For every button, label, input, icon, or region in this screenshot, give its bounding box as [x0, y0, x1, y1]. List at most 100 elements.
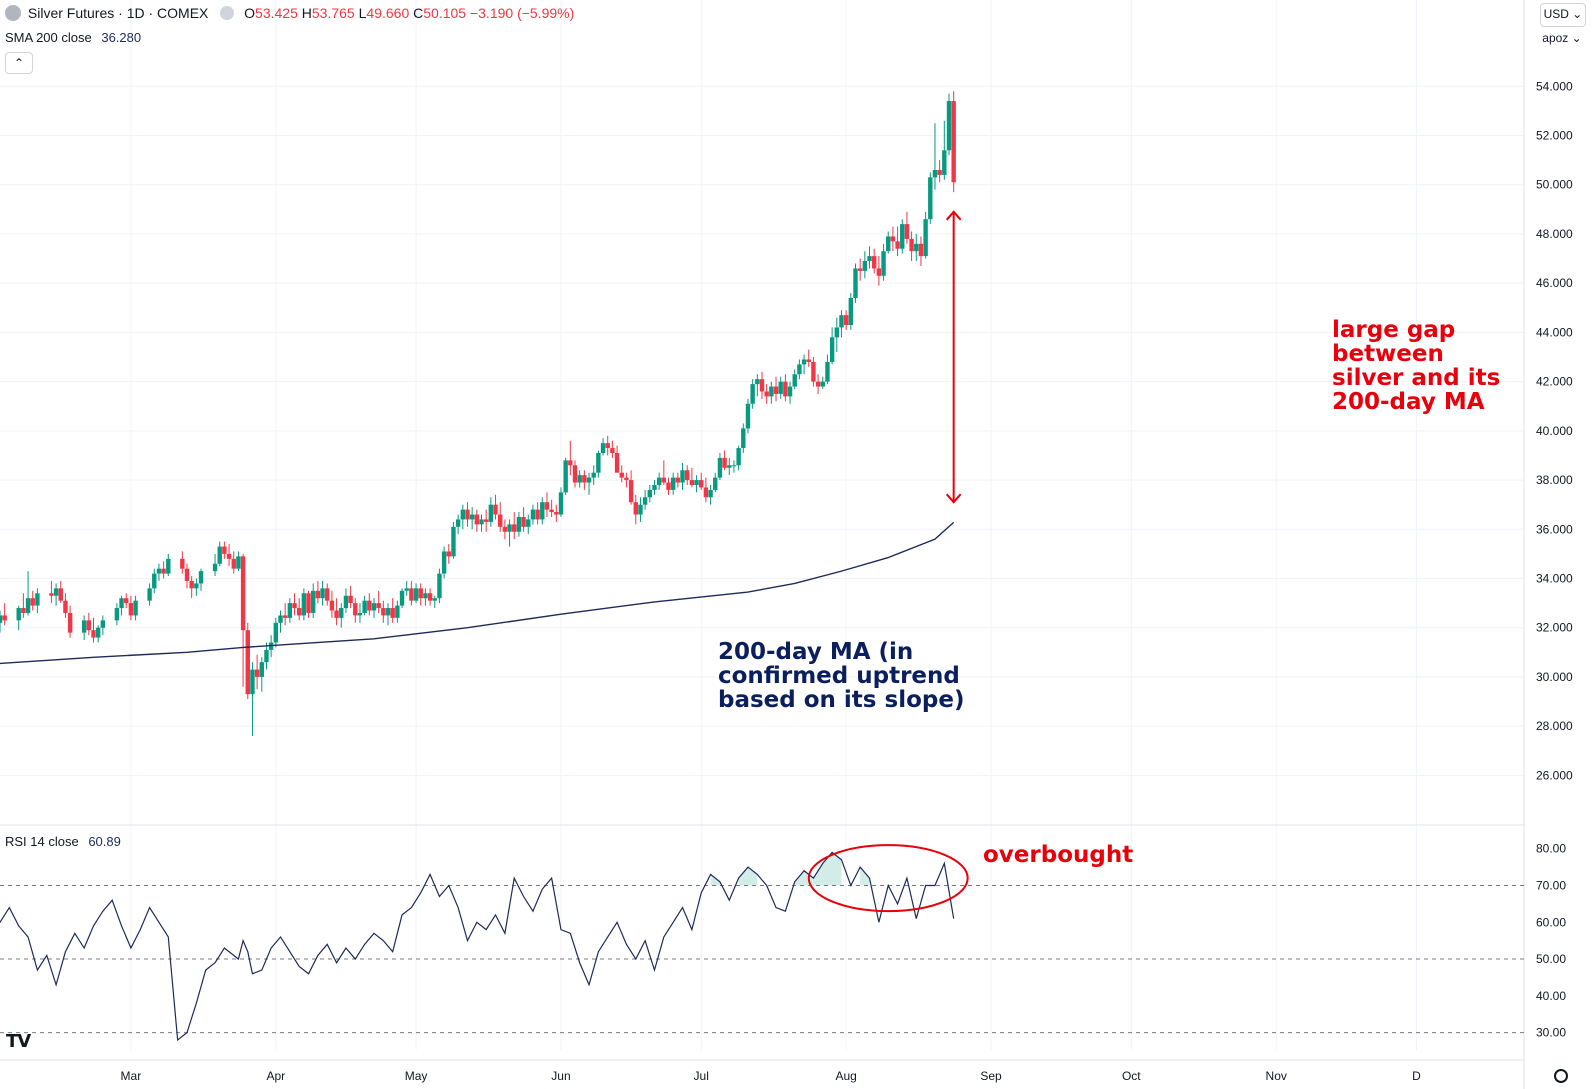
candle-body	[273, 622, 279, 643]
candle-body	[638, 504, 643, 515]
candle-body	[666, 482, 671, 490]
candle-body	[184, 568, 190, 581]
ma-annotation-line: based on its slope)	[718, 687, 965, 713]
time-tick-label: Jul	[694, 1069, 709, 1083]
overbought-annotation: overbought	[983, 842, 1134, 868]
candle-body	[385, 608, 391, 616]
market-status-icon	[220, 6, 235, 20]
gap-arrow-head-top	[945, 210, 962, 221]
candle-body	[871, 256, 877, 269]
candle-body	[254, 669, 260, 677]
price-tick-label: 48.000	[1536, 227, 1573, 241]
candle-body	[535, 509, 540, 520]
candle-body	[586, 477, 592, 483]
candle-body	[591, 472, 596, 478]
candle-body	[741, 428, 746, 449]
candle-body	[413, 588, 419, 601]
candle-body	[189, 580, 194, 589]
candle-body	[395, 605, 400, 618]
symbol-title[interactable]: Silver Futures · 1D · COMEX	[27, 5, 209, 21]
candle-body	[624, 477, 629, 481]
time-tick-label: Aug	[835, 1069, 856, 1083]
ma-annotation-line: 200-day MA (in	[718, 639, 914, 665]
price-tick-label: 44.000	[1536, 325, 1573, 339]
gap-annotation-line: between	[1332, 341, 1444, 367]
candle-body	[399, 590, 405, 606]
currency-button[interactable]: USD ⌄	[1540, 3, 1586, 27]
candle-body	[451, 526, 456, 557]
candle-body	[240, 556, 246, 631]
candle-body	[488, 504, 494, 522]
symbol-icon[interactable]	[5, 5, 21, 21]
candle-body	[694, 480, 699, 485]
candle-body	[427, 593, 433, 601]
rsi-tick-label: 60.00	[1536, 915, 1566, 929]
candle-body	[465, 509, 470, 520]
settings-gear-icon[interactable]	[1554, 1069, 1568, 1083]
candle-body	[951, 101, 956, 183]
candle-body	[25, 598, 31, 613]
rsi-axis[interactable]: 80.00 70.00 60.00 50.00 40.00 30.00	[1536, 842, 1566, 1040]
candle-body	[287, 603, 293, 618]
candle-body	[259, 662, 264, 677]
candle-body	[339, 608, 344, 618]
candle-body	[829, 337, 835, 362]
candle-body	[124, 598, 129, 604]
candle-body	[315, 590, 321, 599]
candle-body	[381, 608, 386, 616]
candle-body	[278, 615, 283, 623]
candle-body	[161, 568, 166, 574]
tradingview-logo[interactable]: TV	[6, 1031, 31, 1052]
price-tick-label: 38.000	[1536, 473, 1573, 487]
candle-body	[217, 546, 222, 564]
candle-body	[582, 475, 587, 483]
candle-body	[642, 497, 648, 505]
price-axis[interactable]: 54.000 52.000 50.000 48.000 46.000 44.000 42.0…	[1536, 79, 1573, 782]
candle-body	[918, 243, 924, 257]
candle-body	[231, 558, 236, 569]
candle-body	[292, 603, 297, 609]
collapse-legend-button[interactable]: ⌃	[5, 52, 33, 74]
candle-body	[325, 588, 330, 601]
candle-body	[792, 374, 797, 387]
ohlc-open: O53.425	[244, 5, 298, 21]
rsi-tick-label: 40.00	[1536, 989, 1566, 1003]
time-axis[interactable]: Mar Apr May Jun Jul Aug Sep Oct Nov D	[121, 1069, 1422, 1083]
candle-body	[446, 551, 451, 557]
price-tick-label: 30.000	[1536, 670, 1573, 684]
candle-body	[848, 297, 854, 326]
scale-mode-button[interactable]: apoz ⌄	[1540, 28, 1584, 50]
candle-body	[914, 243, 919, 252]
gap-annotation-line: large gap	[1332, 317, 1456, 343]
candle-body	[334, 610, 339, 618]
candle-body	[750, 384, 755, 404]
sma-legend[interactable]: SMA 200 close 36.280	[5, 30, 142, 45]
candle-body	[670, 477, 676, 490]
candle-body	[502, 526, 508, 532]
time-tick-label: May	[405, 1069, 428, 1083]
candle-body	[114, 608, 120, 621]
candle-body	[455, 519, 461, 527]
rsi-line	[0, 851, 955, 1042]
candle-body	[498, 514, 503, 527]
candle-body	[483, 519, 489, 522]
candle-body	[764, 391, 769, 397]
rsi-overbought-fill	[738, 867, 758, 886]
candle-body	[166, 558, 171, 574]
candle-body	[563, 460, 568, 493]
candle-body	[932, 169, 938, 178]
candle-body	[198, 571, 204, 584]
candle-body	[647, 489, 653, 498]
rsi-legend[interactable]: RSI 14 close 60.89	[5, 834, 121, 849]
candle-body	[512, 524, 517, 532]
candle-body	[923, 219, 928, 257]
candle-body	[614, 452, 620, 473]
candle-body	[264, 649, 269, 663]
price-tick-label: 26.000	[1536, 768, 1573, 782]
candle-body	[675, 477, 681, 483]
ohlc-change: −3.190 (−5.99%)	[469, 5, 575, 21]
time-tick-label: Sep	[980, 1069, 1002, 1083]
candle-body	[493, 504, 498, 515]
candle-body	[128, 603, 134, 616]
